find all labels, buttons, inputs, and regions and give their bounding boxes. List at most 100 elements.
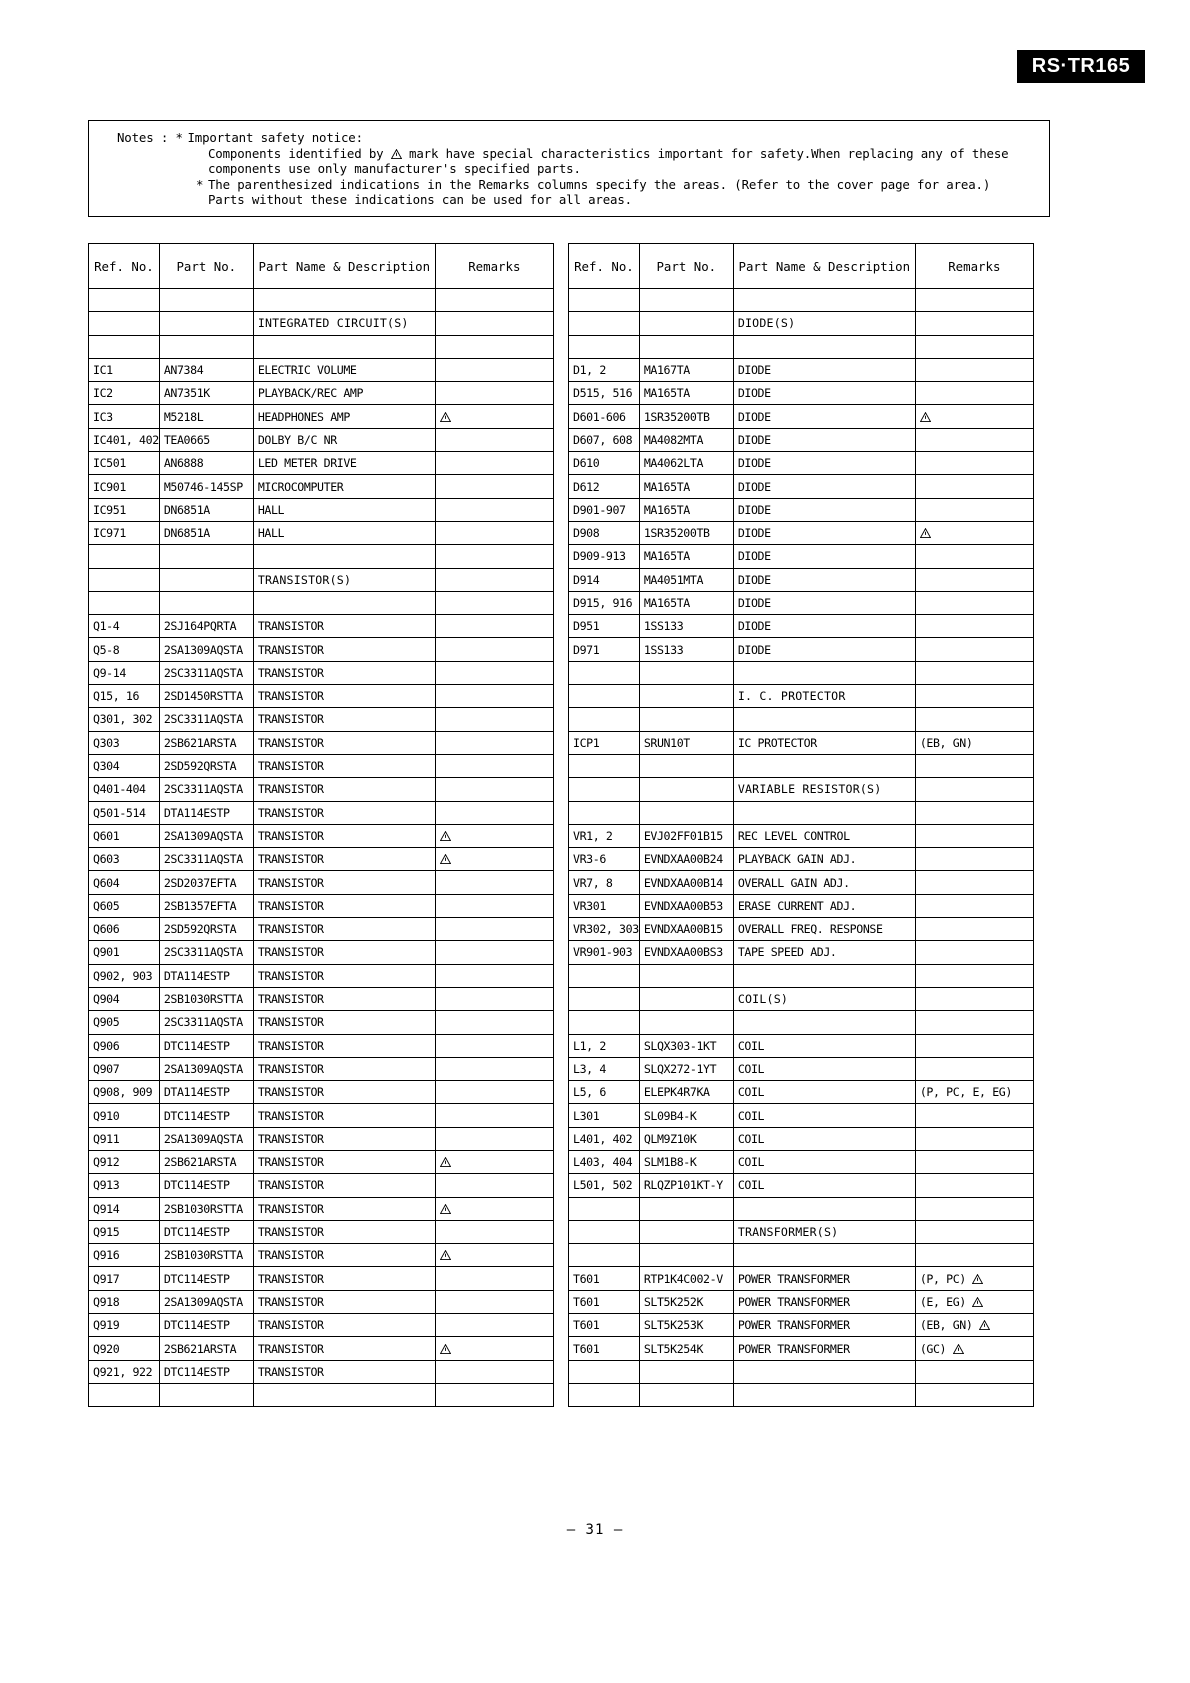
cell-part-no [638, 660, 734, 686]
cell-description: COIL [732, 1126, 916, 1151]
cell-remarks [914, 567, 1034, 592]
cell-ref-no: Q304 [88, 753, 160, 779]
cell-ref-no: Q902, 903 [88, 963, 160, 988]
cell-remarks [434, 311, 554, 336]
cell-ref-no: VR7, 8 [568, 870, 640, 895]
cell-ref-no [568, 986, 640, 1012]
cell-ref-no: Q5-8 [88, 637, 160, 662]
cell-ref-no: Q905 [88, 1010, 160, 1035]
cell-part-no: AN6888 [158, 451, 254, 476]
cell-ref-no: Q919 [88, 1313, 160, 1338]
table-row: T601 SLT5K253K POWER TRANSFORMER (EB, GN) [568, 1313, 1034, 1338]
cell-part-no: DTC114ESTP [158, 1033, 254, 1058]
cell-remarks [434, 381, 554, 406]
cell-ref-no [568, 777, 640, 802]
table-row: Q908, 909 DTA114ESTP TRANSISTOR [88, 1080, 554, 1105]
cell-remarks [434, 893, 554, 919]
cell-description: TRANSISTOR [252, 1359, 436, 1384]
cell-ref-no: Q15, 16 [88, 684, 160, 709]
cell-group-title: COIL(S) [732, 986, 916, 1012]
table-row: Q601 2SA1309AQSTA TRANSISTOR [88, 823, 554, 849]
cell-ref-no [568, 334, 640, 359]
cell-part-no [158, 590, 254, 616]
cell-ref-no: L401, 402 [568, 1126, 640, 1151]
cell-ref-no [568, 800, 640, 825]
cell-part-no [158, 311, 254, 336]
cell-remarks [434, 730, 554, 755]
cell-part-no [158, 287, 254, 313]
cell-description: TRANSISTOR [252, 707, 436, 732]
cell-description: DIODE [732, 381, 916, 406]
safety-warning-icon [439, 1343, 451, 1354]
cell-ref-no [568, 1196, 640, 1221]
table-row: L5, 6 ELEPK4R7KA COIL (P, PC, E, EG) [568, 1080, 1034, 1105]
cell-part-no [638, 334, 734, 359]
cell-description: COIL [732, 1033, 916, 1058]
cell-ref-no: Q910 [88, 1103, 160, 1128]
cell-part-no: QLM9Z10K [638, 1126, 734, 1151]
cell-part-no: 1SR35200TB [638, 520, 734, 546]
cell-part-no: DTC114ESTP [158, 1359, 254, 1384]
table-row: Q910 DTC114ESTP TRANSISTOR [88, 1103, 554, 1128]
cell-part-no: 2SC3311AQSTA [158, 777, 254, 802]
cell-group-title: I. C. PROTECTOR [732, 684, 916, 709]
cell-description: DIODE [732, 520, 916, 546]
cell-ref-no: Q911 [88, 1126, 160, 1151]
table-header-row: Ref. No. Part No. Part Name & Descriptio… [568, 243, 1034, 289]
table-row [88, 287, 554, 313]
cell-ref-no: D908 [568, 520, 640, 546]
cell-description: COIL [732, 1080, 916, 1105]
cell-remarks [434, 357, 554, 383]
cell-part-no: AN7384 [158, 357, 254, 383]
cell-description: TRANSISTOR [252, 823, 436, 849]
table-row: DIODE(S) [568, 311, 1034, 336]
table-row: D1, 2 MA167TA DIODE [568, 357, 1034, 383]
cell-description: TRANSISTOR [252, 986, 436, 1012]
cell-remarks [434, 707, 554, 732]
column-header-remarks: Remarks [914, 243, 1034, 289]
cell-part-no [638, 1382, 734, 1408]
cell-part-no: SLT5K253K [638, 1313, 734, 1338]
cell-description: TRANSISTOR [252, 870, 436, 895]
cell-ref-no [88, 334, 160, 359]
cell-ref-no [88, 1382, 160, 1408]
cell-description [732, 287, 916, 313]
cell-group-title: VARIABLE RESISTOR(S) [732, 777, 916, 802]
cell-remarks [434, 520, 554, 546]
cell-description: TRANSISTOR [252, 1149, 436, 1175]
cell-group-title: TRANSFORMER(S) [732, 1219, 916, 1245]
cell-part-no: MA165TA [638, 544, 734, 569]
cell-remarks [434, 777, 554, 802]
cell-remarks [914, 847, 1034, 872]
cell-remarks [914, 520, 1034, 546]
cell-ref-no: VR1, 2 [568, 823, 640, 849]
cell-remarks [434, 1243, 554, 1268]
cell-description: COIL [732, 1149, 916, 1175]
cell-ref-no: D515, 516 [568, 381, 640, 406]
cell-remarks [914, 357, 1034, 383]
cell-part-no [158, 1382, 254, 1408]
parts-table-left-body: INTEGRATED CIRCUIT(S) IC1 AN7384 ELECTRIC V… [88, 287, 554, 1408]
cell-description [252, 590, 436, 616]
table-row: D914 MA4051MTA DIODE [568, 567, 1034, 592]
cell-part-no: SLT5K254K [638, 1336, 734, 1361]
cell-description: TRANSISTOR [252, 800, 436, 825]
notes-text: Components identified by mark have speci… [208, 145, 1009, 161]
cell-description: TRANSISTOR [252, 1033, 436, 1058]
cell-ref-no: VR302, 303 [568, 917, 640, 942]
cell-part-no: DTA114ESTP [158, 1080, 254, 1105]
cell-part-no: 2SB1357EFTA [158, 893, 254, 919]
cell-part-no [638, 753, 734, 779]
cell-ref-no [88, 287, 160, 313]
cell-ref-no: D915, 916 [568, 590, 640, 616]
cell-description: TRANSISTOR [252, 1126, 436, 1151]
column-header-part-no: Part No. [638, 243, 734, 289]
cell-part-no [158, 334, 254, 359]
notes-line: * The parenthesized indications in the Re… [117, 177, 1049, 193]
table-row: D515, 516 MA165TA DIODE [568, 381, 1034, 406]
notes-line: Parts without these indications can be u… [117, 192, 1049, 208]
cell-remarks: (P, PC) [914, 1266, 1034, 1291]
cell-description [252, 287, 436, 313]
cell-remarks [434, 567, 554, 592]
cell-remarks [914, 590, 1034, 616]
